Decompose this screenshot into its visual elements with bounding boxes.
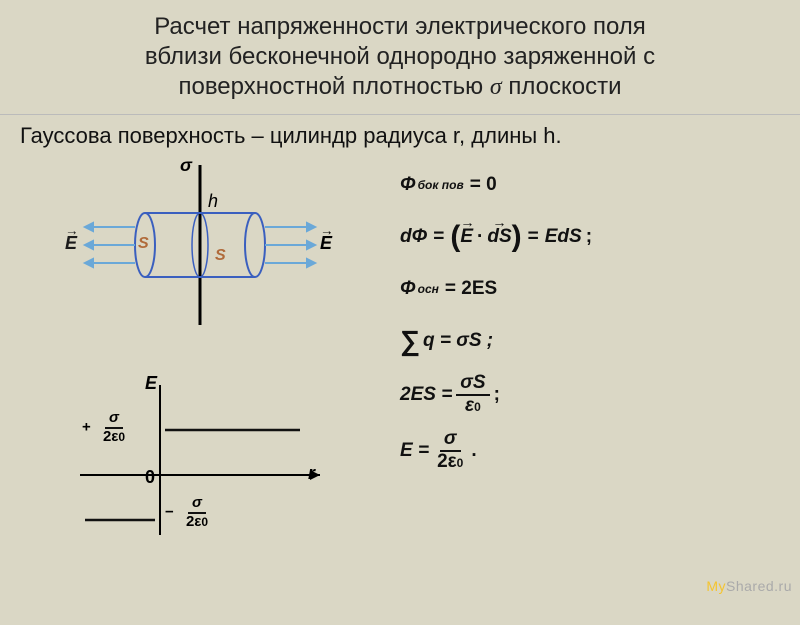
title-line-2: вблизи бесконечной однородно заряженной … — [145, 43, 655, 70]
subtitle: Гауссова поверхность – цилиндр радиуса r… — [0, 123, 800, 155]
title-line-3a: поверхностной плотностью — [178, 73, 489, 100]
slide-title: Расчет напряженности электрического поля… — [0, 0, 800, 110]
S-right-label: S — [215, 247, 226, 265]
content-area: σ h E E S S E r 0 + σ2ε0 − σ2ε0 — [0, 155, 800, 625]
divider — [0, 114, 800, 115]
r-axis-label: r — [308, 463, 315, 484]
S-left-label: S — [138, 235, 149, 253]
eqn-gauss: 2ES = σS ε0 ; — [400, 373, 780, 417]
zero-label: 0 — [145, 467, 155, 488]
E-left-label: E — [65, 233, 77, 254]
eqn-dphi: dΦ = ( E·dS ) = EdS; — [400, 217, 780, 257]
h-label: h — [208, 191, 218, 212]
E-right-label: E — [320, 233, 332, 254]
diagram-area: σ h E E S S E r 0 + σ2ε0 − σ2ε0 — [30, 155, 370, 625]
plus-level-label: + σ2ε0 — [82, 410, 133, 445]
title-line-1: Расчет напряженности электрического поля — [154, 13, 646, 40]
cylinder-diagram — [30, 155, 370, 355]
equations-area: Φбок пов = 0 dΦ = ( E·dS ) = EdS; Φосн =… — [400, 165, 780, 615]
sigma-in-title: σ — [490, 74, 502, 100]
eqn-charge: ∑q = σS ; — [400, 321, 780, 361]
title-line-3b: плоскости — [502, 73, 622, 100]
minus-level-label: − σ2ε0 — [165, 495, 216, 530]
e-vs-r-graph — [50, 365, 350, 565]
sigma-label: σ — [180, 155, 192, 176]
eqn-flux-side: Φбок пов = 0 — [400, 165, 780, 205]
E-axis-label: E — [145, 373, 157, 394]
watermark: MyShared.ru — [706, 578, 792, 594]
eqn-flux-base: Φосн = 2ES — [400, 269, 780, 309]
eqn-result: E = σ 2ε0 . — [400, 429, 780, 473]
